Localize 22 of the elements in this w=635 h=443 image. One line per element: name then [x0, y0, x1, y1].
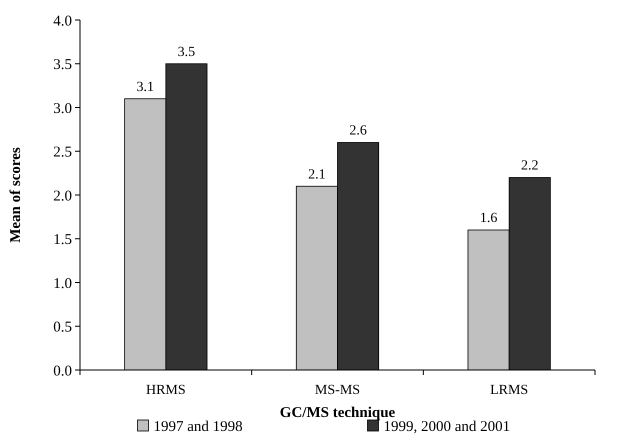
y-tick-label: 3.0: [53, 100, 72, 117]
data-label: 3.5: [178, 44, 196, 60]
x-tick-label: MS-MS: [314, 383, 360, 398]
data-label: 3.1: [136, 80, 154, 95]
y-tick-label: 2.0: [53, 188, 72, 204]
data-label: 2.1: [308, 167, 326, 182]
y-tick-label: 0.5: [53, 320, 72, 336]
legend-label: 1997 and 1998: [154, 419, 243, 435]
x-tick-label: LRMS: [490, 383, 528, 398]
data-label: 2.6: [349, 124, 367, 138]
x-tick-label: HRMS: [146, 383, 186, 398]
y-axis-title: Mean of scores: [8, 147, 24, 243]
y-tick-label: 0.0: [53, 363, 72, 380]
y-tick-label: 1.5: [53, 232, 72, 248]
data-label: 2.2: [521, 158, 539, 174]
data-label: 1.6: [480, 211, 498, 226]
y-tick-label: 2.5: [53, 144, 72, 160]
legend-label: 1999, 2000 and 2001: [384, 419, 510, 435]
x-axis-title: GC/MS technique: [280, 405, 396, 421]
y-tick-label: 3.5: [53, 57, 72, 73]
y-tick-label: 1.0: [53, 276, 72, 292]
y-tick-label: 4.0: [53, 13, 72, 30]
